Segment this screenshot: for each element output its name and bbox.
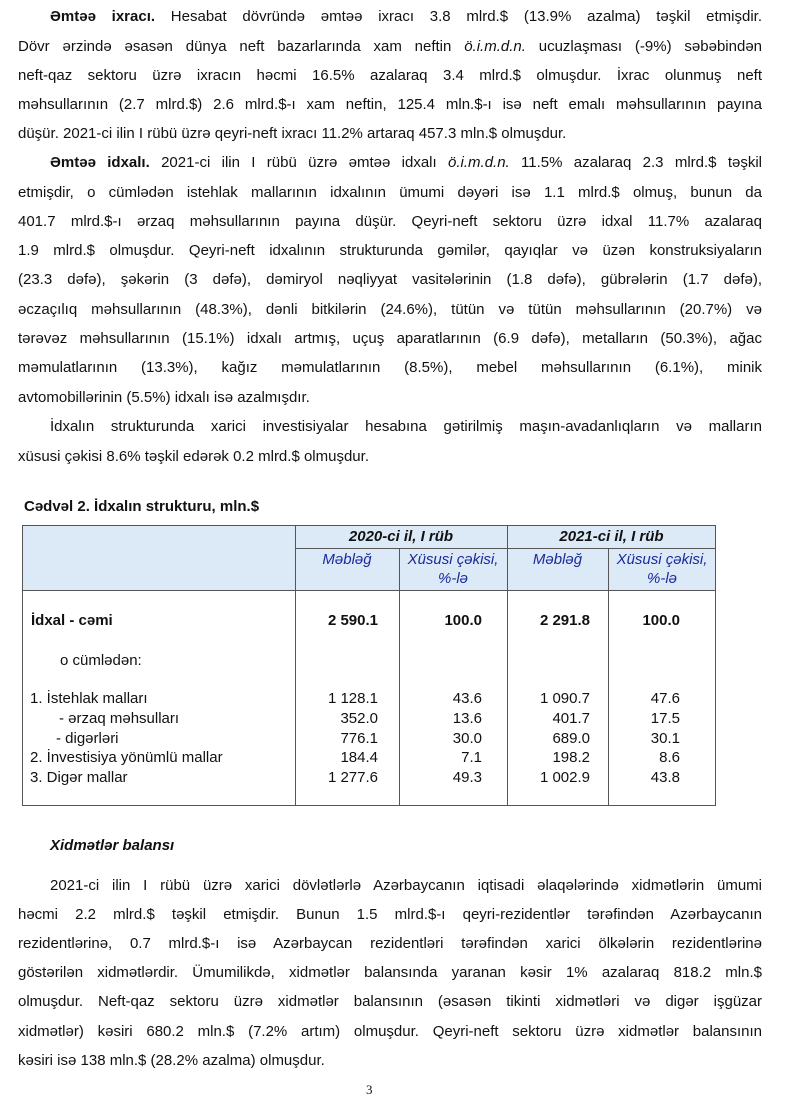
cell-value: 8.6 xyxy=(659,749,680,766)
cell-value: 17.5 xyxy=(650,710,680,727)
paragraph-line: Dövr ərzində əsasən dünya neft bazarları… xyxy=(18,38,762,55)
cell-value: 1 090.7 xyxy=(539,690,590,707)
cell-value: 30.1 xyxy=(650,730,680,747)
abbreviation: ö.i.m.d.n. xyxy=(448,154,510,171)
abbreviation: ö.i.m.d.n. xyxy=(464,38,526,55)
paragraph-line: tərəvəz məhsullarının (15.1%) idxalı art… xyxy=(18,330,762,347)
paragraph-line: İdxalın strukturunda xarici investisiyal… xyxy=(50,418,762,435)
paragraph-line: neft-qaz sektoru üzrə ixracın həcmi 16.5… xyxy=(18,67,762,84)
cell-value: 184.4 xyxy=(340,749,378,766)
cell-value: 776.1 xyxy=(340,730,378,747)
paragraph-line: 401.7 mlrd.$-ı ərzaq məhsullarının payın… xyxy=(18,213,762,230)
cell-value: 198.2 xyxy=(552,749,590,766)
row-label: 1. İstehlak malları xyxy=(30,690,148,707)
paragraph-line: 2021-ci ilin I rübü üzrə xarici dövlətlə… xyxy=(50,877,762,894)
import-structure-table: 2020-ci il, I rüb 2021-ci il, I rüb Məbl… xyxy=(22,525,716,806)
page-number: 3 xyxy=(366,1082,373,1097)
paragraph-line: etmişdir, o cümlədən istehlak mallarının… xyxy=(18,184,762,201)
cell-value: 100.0 xyxy=(444,612,482,629)
row-label: 3. Digər mallar xyxy=(30,769,128,786)
cell-value: 1 002.9 xyxy=(539,769,590,786)
paragraph-line: xüsusi çəkisi 8.6% təşkil edərək 0.2 mlr… xyxy=(18,448,369,465)
cell-value: 1 128.1 xyxy=(327,690,378,707)
paragraph-line: Əmtəə ixracı. Hesabat dövründə əmtəə ixr… xyxy=(50,8,763,25)
cell-value: 352.0 xyxy=(340,710,378,727)
row-label: - ərzaq məhsulları xyxy=(59,710,180,727)
paragraph-line: avtomobillərinin (5.5%) idxalı isə azalm… xyxy=(18,389,310,406)
run-in-heading: Əmtəə idxalı. xyxy=(50,154,150,171)
cell-value: 1 277.6 xyxy=(327,769,378,786)
paragraph-line: göstərilən xidmətlərdir. Ümumilikdə, xid… xyxy=(18,964,762,981)
year-header-2021: 2021-ci il, I rüb xyxy=(559,528,664,545)
header-divider xyxy=(295,548,716,549)
paragraph-line: rezidentlərinə, 0.7 mlrd.$-ı isə Azərbay… xyxy=(18,935,762,952)
row-label: - digərləri xyxy=(56,730,119,747)
paragraph-line: düşür. 2021-ci ilin I rübü üzrə qeyri-ne… xyxy=(18,125,567,142)
cell-value: 401.7 xyxy=(552,710,590,727)
row-label-including: o cümlədən: xyxy=(60,652,142,669)
subheader-amount-2020: Məbləğ xyxy=(322,551,372,568)
paragraph-line: 1.9 mlrd.$ olmuşdur. Qeyri-neft idxalını… xyxy=(18,242,762,259)
table-caption: Cədvəl 2. İdxalın strukturu, mln.$ xyxy=(24,498,260,515)
cell-value: 689.0 xyxy=(552,730,590,747)
paragraph-line: kəsiri isə 138 mln.$ (28.2% azalma) olmu… xyxy=(18,1052,325,1069)
cell-value: 2 590.1 xyxy=(327,612,378,629)
cell-value: 43.6 xyxy=(452,690,482,707)
section-heading-services: Xidmətlər balansı xyxy=(50,837,175,854)
subheader-share-2020: Xüsusi çəkisi, %-lə xyxy=(407,551,499,587)
column-divider xyxy=(608,548,609,805)
column-divider xyxy=(399,548,400,805)
paragraph-line: olmuşdur. Neft-qaz sektoru üzrə xidmətlə… xyxy=(18,993,762,1010)
paragraph-line: xidmətlər) kəsiri 680.2 mln.$ (7.2% artı… xyxy=(18,1023,762,1040)
row-label: 2. İnvestisiya yönümlü mallar xyxy=(30,749,223,766)
subheader-share-2021: Xüsusi çəkisi, %-lə xyxy=(616,551,708,587)
table-header xyxy=(23,526,715,591)
paragraph-line: Əmtəə idxalı. 2021-ci ilin I rübü üzrə ə… xyxy=(50,154,763,171)
subheader-amount-2021: Məbləğ xyxy=(532,551,583,568)
column-divider xyxy=(295,526,296,805)
cell-value: 100.0 xyxy=(642,612,680,629)
cell-value: 7.1 xyxy=(461,749,482,766)
cell-value: 13.6 xyxy=(452,710,482,727)
paragraph-line: əczaçılıq məhsullarının (48.3%), dənli b… xyxy=(18,301,762,318)
cell-value: 2 291.8 xyxy=(539,612,590,629)
cell-value: 49.3 xyxy=(452,769,482,786)
run-in-heading: Əmtəə ixracı. xyxy=(50,8,156,25)
paragraph-line: həcmi 2.2 mlrd.$ təşkil etmişdir. Bunun … xyxy=(18,906,762,923)
column-divider xyxy=(507,526,508,805)
row-label-total: İdxal - cəmi xyxy=(31,612,113,629)
cell-value: 47.6 xyxy=(650,690,680,707)
year-header-2020: 2020-ci il, I rüb xyxy=(348,528,454,545)
paragraph-line: məmulatlarının (13.3%), kağız məmulatlar… xyxy=(18,359,762,376)
cell-value: 30.0 xyxy=(452,730,482,747)
paragraph-line: (23.3 dəfə), şəkərin (3 dəfə), dəmiryol … xyxy=(18,271,762,288)
cell-value: 43.8 xyxy=(650,769,680,786)
paragraph-line: məhsullarının (2.7 mlrd.$) 2.6 mlrd.$-ı … xyxy=(18,96,762,113)
